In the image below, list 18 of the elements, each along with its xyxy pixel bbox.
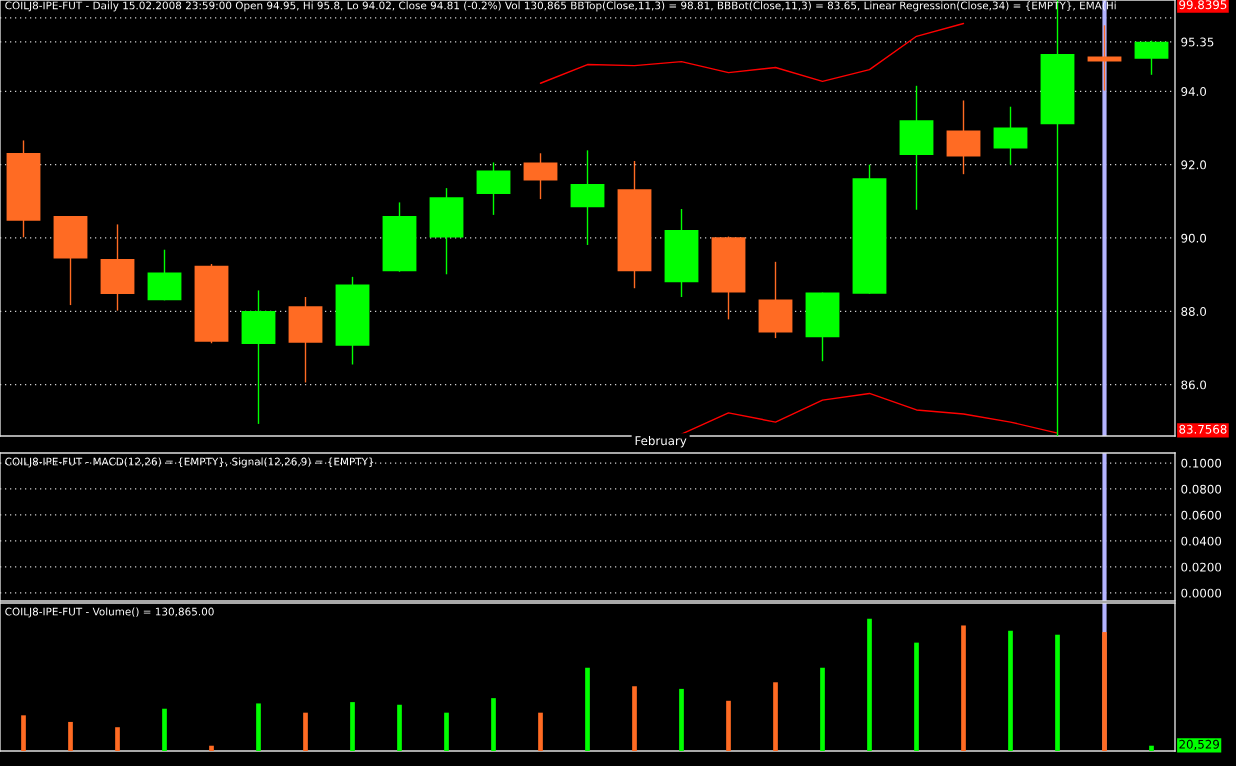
text: 20,529 — [1179, 739, 1219, 750]
y-tick-label: 95.35 — [1181, 37, 1214, 47]
chart-title: COILJ8-IPE-FUT - Volume() = 130,865.00 — [5, 607, 214, 618]
y-tick-label: 88.0 — [1181, 307, 1207, 316]
y-tick-label: 0.0200 — [1181, 562, 1222, 572]
y-tick-label: 0.1000 — [1181, 458, 1222, 468]
y-tick-label: 0.0400 — [1181, 536, 1222, 546]
text: 83.7568 — [1179, 424, 1227, 434]
text: February — [635, 436, 687, 448]
y-tick-label: 90.0 — [1181, 233, 1207, 243]
y-tick-label: 0.0000 — [1181, 588, 1222, 598]
chart-title: COILJ8-IPE-FUT - MACD(12,26) = {EMPTY}, Signal(12,26,9) = {EMPTY} — [5, 457, 374, 468]
y-tick-label: 0.0600 — [1181, 510, 1222, 520]
y-tick-label: 86.0 — [1181, 380, 1207, 390]
y-tick-label: 94.0 — [1181, 87, 1207, 96]
y-tick-label: 92.0 — [1181, 160, 1207, 170]
y-tick-label: 0.0800 — [1181, 484, 1222, 494]
text: 99.8395 — [1179, 0, 1227, 10]
